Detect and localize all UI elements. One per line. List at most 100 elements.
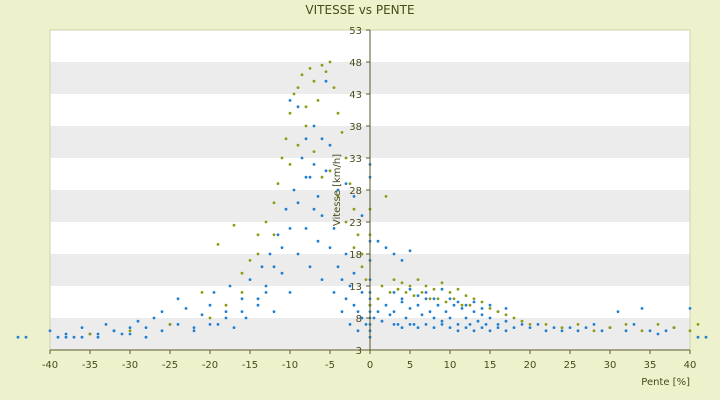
data-point-series-2 — [240, 271, 244, 275]
data-point-series-1 — [468, 323, 472, 326]
data-point-series-2 — [312, 150, 316, 154]
data-point-series-2 — [300, 73, 304, 77]
data-point-series-2 — [284, 137, 288, 141]
data-point-series-2 — [272, 233, 276, 237]
data-point-series-2 — [496, 310, 500, 313]
data-point-series-1 — [96, 335, 100, 339]
data-point-series-1 — [464, 303, 468, 307]
data-point-series-1 — [232, 326, 236, 329]
x-tick-label: -15 — [242, 360, 258, 371]
data-point-series-1 — [488, 303, 492, 307]
data-point-series-1 — [480, 307, 484, 310]
data-point-series-1 — [96, 332, 100, 336]
data-point-series-2 — [380, 284, 384, 288]
data-point-series-2 — [560, 326, 564, 329]
data-point-series-1 — [48, 329, 52, 333]
data-point-series-1 — [356, 310, 360, 313]
data-point-series-1 — [80, 326, 84, 329]
data-point-series-2 — [420, 291, 424, 294]
data-point-series-2 — [296, 86, 300, 89]
data-point-series-1 — [336, 265, 340, 269]
data-point-series-1 — [664, 329, 668, 333]
data-point-series-1 — [224, 310, 228, 313]
data-point-series-1 — [308, 265, 312, 269]
data-point-series-1 — [272, 310, 276, 313]
data-point-series-2 — [444, 300, 448, 304]
data-point-series-1 — [64, 332, 68, 336]
data-point-series-2 — [480, 300, 484, 304]
data-point-series-2 — [404, 291, 408, 294]
data-point-series-1 — [504, 319, 508, 323]
data-point-series-2 — [324, 70, 328, 73]
y-tick-label: 23 — [349, 218, 362, 229]
data-point-series-1 — [324, 79, 328, 83]
data-point-series-1 — [340, 310, 344, 313]
data-point-series-2 — [448, 291, 452, 294]
data-point-series-1 — [408, 323, 412, 326]
data-point-series-1 — [480, 313, 484, 317]
data-point-series-1 — [280, 246, 284, 250]
data-point-series-2 — [360, 252, 364, 256]
data-point-series-1 — [460, 307, 464, 310]
data-point-series-2 — [316, 99, 320, 102]
data-point-series-2 — [280, 156, 284, 160]
data-point-series-2 — [276, 182, 280, 186]
data-point-series-2 — [688, 329, 692, 333]
data-point-series-1 — [544, 329, 548, 333]
data-point-series-1 — [352, 195, 356, 198]
x-tick-label: -5 — [325, 360, 335, 371]
data-point-series-1 — [24, 335, 28, 339]
y-tick-label: 38 — [349, 122, 362, 133]
data-point-series-2 — [576, 323, 580, 326]
y-tick-label: 33 — [349, 154, 362, 165]
x-tick-label: 25 — [564, 360, 577, 371]
data-point-series-1 — [416, 294, 420, 297]
data-point-series-2 — [272, 201, 276, 205]
data-point-series-1 — [624, 329, 628, 333]
data-point-series-1 — [412, 323, 416, 326]
data-point-series-2 — [504, 313, 508, 317]
data-point-series-1 — [520, 323, 524, 326]
x-tick-label: 40 — [684, 360, 697, 371]
x-tick-label: 0 — [367, 360, 373, 371]
data-point-series-2 — [288, 111, 292, 115]
data-point-series-1 — [344, 182, 348, 186]
x-tick-label: 20 — [524, 360, 537, 371]
data-point-series-1 — [616, 310, 620, 313]
y-tick-label: 8 — [356, 314, 362, 325]
data-point-series-1 — [448, 326, 452, 329]
data-point-series-2 — [464, 294, 468, 297]
data-point-series-1 — [296, 105, 300, 109]
data-point-series-1 — [404, 316, 408, 320]
data-point-series-1 — [312, 163, 316, 166]
data-point-series-2 — [200, 291, 204, 294]
data-point-series-1 — [704, 335, 708, 339]
data-point-series-1 — [200, 313, 204, 317]
data-point-series-1 — [372, 316, 376, 320]
data-point-series-1 — [440, 323, 444, 326]
data-point-series-2 — [460, 303, 464, 307]
data-point-series-1 — [72, 335, 76, 339]
x-tick-label: -25 — [162, 360, 178, 371]
x-tick-label: -20 — [202, 360, 218, 371]
data-point-series-2 — [332, 86, 336, 89]
data-point-series-2 — [216, 243, 220, 246]
chart-title: VITESSE vs PENTE — [305, 3, 414, 17]
data-point-series-1 — [336, 188, 340, 192]
data-point-series-1 — [152, 316, 156, 320]
data-point-series-1 — [464, 326, 468, 329]
data-point-series-1 — [112, 329, 116, 333]
data-point-series-1 — [276, 233, 280, 237]
data-point-series-1 — [344, 252, 348, 256]
data-point-series-1 — [552, 326, 556, 329]
data-point-series-1 — [432, 297, 436, 301]
data-point-series-2 — [440, 281, 444, 285]
data-point-series-1 — [348, 323, 352, 326]
data-point-series-1 — [360, 316, 364, 320]
data-point-series-1 — [120, 332, 124, 336]
data-point-series-2 — [388, 291, 392, 294]
data-point-series-2 — [312, 79, 316, 83]
data-point-series-1 — [212, 291, 216, 294]
y-axis-label: Vitesse [km/h] — [332, 154, 343, 226]
y-tick-label: 48 — [349, 58, 362, 69]
